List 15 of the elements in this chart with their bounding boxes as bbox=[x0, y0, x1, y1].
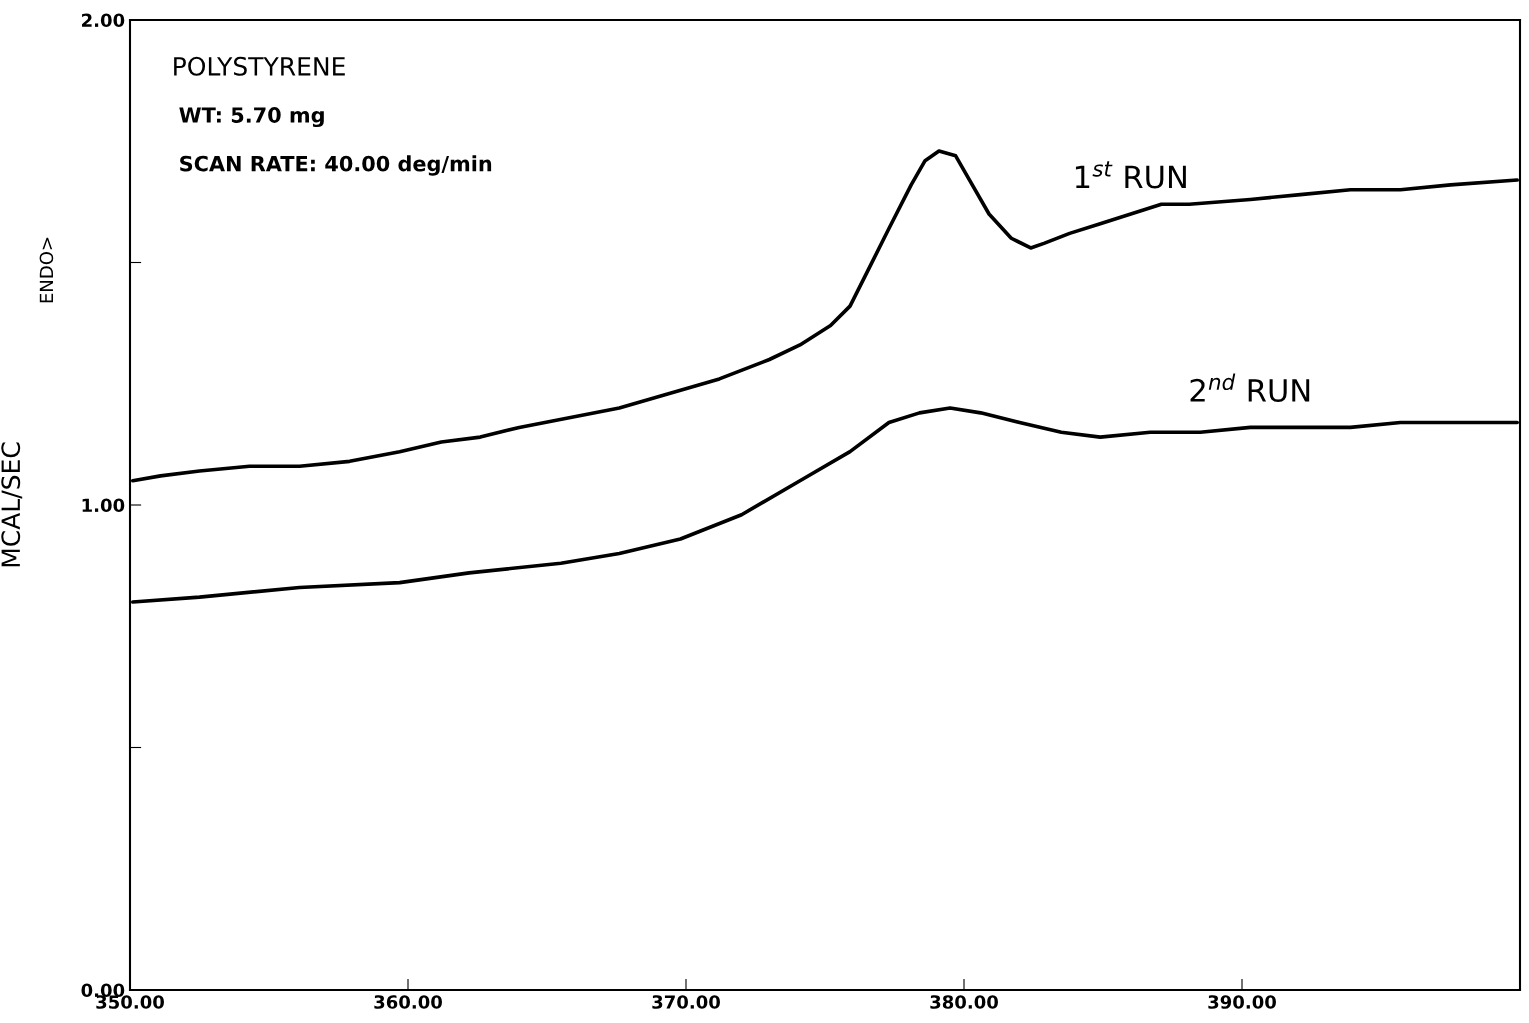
annotation: SCAN RATE: 40.00 deg/min bbox=[180, 155, 492, 176]
series-label: 1$^{st}$ RUN bbox=[1075, 161, 1186, 189]
x-tick-label: 360.00 bbox=[374, 995, 442, 1009]
annotation: WT: 5.70 mg bbox=[179, 107, 324, 128]
series-label: 2$^{nd}$ RUN bbox=[1190, 373, 1310, 402]
y-tick-label: 2.00 bbox=[82, 13, 125, 28]
x-tick-label: 350.00 bbox=[96, 995, 164, 1009]
x-tick-label: 390.00 bbox=[1208, 995, 1276, 1009]
y-tick-label: 1.00 bbox=[82, 498, 125, 513]
annotation: POLYSTYRENE bbox=[174, 56, 345, 76]
y-axis-title: MCAL/SEC bbox=[1, 442, 23, 567]
x-tick-label: 370.00 bbox=[652, 995, 720, 1009]
x-tick-label: 380.00 bbox=[930, 995, 998, 1009]
y-tick-label: 0.00 bbox=[81, 983, 125, 998]
text: ENDO> bbox=[39, 237, 54, 303]
